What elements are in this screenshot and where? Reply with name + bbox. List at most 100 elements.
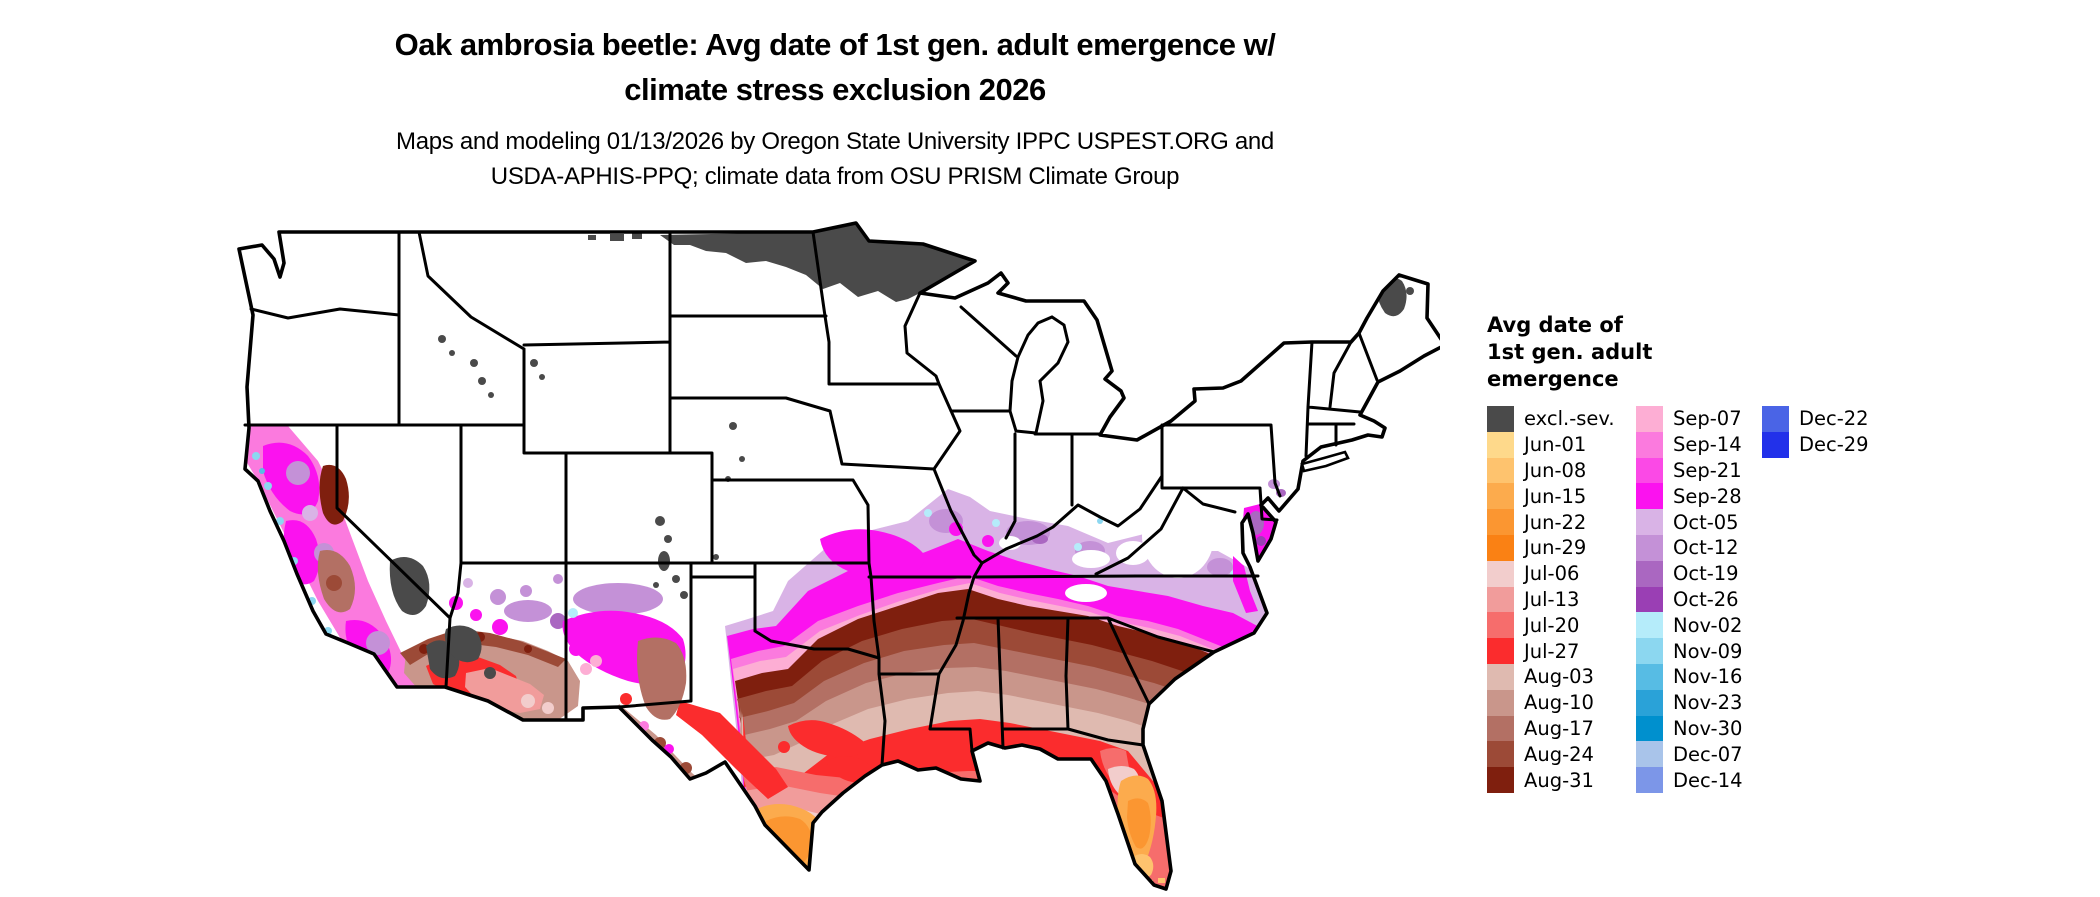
legend-swatch	[1487, 663, 1514, 690]
legend-entry: Dec-07	[1636, 741, 1762, 768]
legend-entry: Jul-20	[1487, 612, 1636, 639]
legend-label: Jun-22	[1524, 510, 1587, 534]
legend-title-line2: 1st gen. adult	[1487, 340, 1653, 364]
legend-entry: Nov-30	[1636, 715, 1762, 742]
legend-entry: Dec-29	[1762, 431, 1869, 458]
legend-entry: Jun-22	[1487, 509, 1636, 535]
legend-label: Sep-07	[1673, 407, 1742, 431]
legend-label: Nov-16	[1673, 665, 1743, 689]
legend-swatch	[1636, 534, 1663, 561]
legend-label: Nov-09	[1673, 639, 1743, 663]
legend-label: Dec-29	[1799, 433, 1869, 457]
us-map-svg	[237, 221, 1447, 891]
legend-column-1: excl.-sev. Jun-01 Jun-08 Jun-15 Jun-22 Jun-29…	[1487, 406, 1636, 793]
map-subtitle: Maps and modeling 01/13/2026 by Oregon S…	[230, 124, 1440, 194]
legend-entry: Oct-12	[1636, 534, 1762, 561]
legend-entry: Sep-07	[1636, 406, 1762, 432]
legend-entry: Aug-10	[1487, 689, 1636, 716]
legend-swatch	[1487, 406, 1514, 432]
long-island	[1300, 450, 1350, 473]
legend-entry: Oct-19	[1636, 560, 1762, 587]
legend-swatch	[1487, 689, 1514, 716]
legend-label: Oct-12	[1673, 536, 1739, 560]
legend-entry: Nov-09	[1636, 638, 1762, 664]
legend-label: Jul-13	[1524, 587, 1580, 611]
legend-entry: Jun-29	[1487, 534, 1636, 561]
legend-label: Jun-08	[1524, 458, 1587, 482]
legend-swatch	[1636, 612, 1663, 639]
legend-label: excl.-sev.	[1524, 407, 1615, 431]
legend-label: Aug-10	[1524, 691, 1594, 715]
legend-label: Jun-29	[1524, 536, 1587, 560]
legend-swatch	[1487, 586, 1514, 613]
legend-entry: Aug-17	[1487, 715, 1636, 742]
legend-swatch	[1636, 689, 1663, 716]
map-subtitle-line1: Maps and modeling 01/13/2026 by Oregon S…	[396, 128, 1274, 155]
legend-label: Oct-26	[1673, 587, 1739, 611]
legend-label: Sep-28	[1673, 484, 1742, 508]
legend-swatch	[1636, 638, 1663, 664]
legend-entry: Jun-08	[1487, 457, 1636, 484]
legend-label: Jul-20	[1524, 613, 1580, 637]
legend-label: Sep-14	[1673, 433, 1742, 457]
legend-entry: Nov-16	[1636, 663, 1762, 690]
state-borders	[243, 230, 1379, 767]
legend-swatch	[1636, 457, 1663, 484]
legend-entry: Aug-31	[1487, 767, 1636, 793]
legend-label: Nov-30	[1673, 716, 1743, 740]
map-title-line1: Oak ambrosia beetle: Avg date of 1st gen…	[394, 27, 1276, 62]
legend-entry: Jul-27	[1487, 638, 1636, 664]
legend-entry: Jun-15	[1487, 483, 1636, 510]
legend-swatch	[1636, 509, 1663, 535]
legend-swatch	[1636, 663, 1663, 690]
legend-swatch	[1487, 612, 1514, 639]
legend-swatch	[1487, 767, 1514, 793]
legend-swatch	[1636, 586, 1663, 613]
legend-swatch	[1762, 431, 1789, 458]
legend-title: Avg date of 1st gen. adult emergence	[1487, 312, 1869, 393]
legend-label: Jun-15	[1524, 484, 1587, 508]
legend-swatch	[1636, 483, 1663, 510]
legend-entry: Oct-26	[1636, 586, 1762, 613]
legend-label: Nov-23	[1673, 691, 1743, 715]
map-legend: Avg date of 1st gen. adult emergence exc…	[1487, 312, 1869, 793]
legend-column-3: Dec-22 Dec-29	[1762, 406, 1869, 793]
legend-swatch	[1636, 406, 1663, 432]
legend-entry: Jul-13	[1487, 586, 1636, 613]
legend-column-2: Sep-07 Sep-14 Sep-21 Sep-28 Oct-05 Oct-12 Oct-…	[1636, 406, 1762, 793]
legend-swatch	[1487, 741, 1514, 768]
legend-entry: Nov-23	[1636, 689, 1762, 716]
legend-entry: Sep-28	[1636, 483, 1762, 510]
legend-title-line1: Avg date of	[1487, 313, 1623, 337]
legend-label: Oct-05	[1673, 510, 1739, 534]
legend-entry: Dec-14	[1636, 767, 1762, 793]
legend-swatch	[1487, 483, 1514, 510]
legend-label: Aug-17	[1524, 716, 1594, 740]
legend-swatch	[1487, 560, 1514, 587]
legend-entry: excl.-sev.	[1487, 406, 1636, 432]
legend-label: Jul-27	[1524, 639, 1580, 663]
legend-entry: Nov-02	[1636, 612, 1762, 639]
map-subtitle-line2: USDA-APHIS-PPQ; climate data from OSU PR…	[490, 163, 1180, 190]
legend-swatch	[1487, 509, 1514, 535]
legend-swatch	[1487, 431, 1514, 458]
legend-label: Sep-21	[1673, 458, 1742, 482]
legend-label: Aug-03	[1524, 665, 1594, 689]
map-title-line2: climate stress exclusion 2026	[624, 72, 1046, 107]
legend-swatch	[1487, 715, 1514, 742]
legend-entry: Aug-03	[1487, 663, 1636, 690]
map-title: Oak ambrosia beetle: Avg date of 1st gen…	[230, 22, 1440, 112]
legend-swatch	[1636, 715, 1663, 742]
legend-label: Aug-31	[1524, 768, 1594, 792]
lake-michigan	[1008, 315, 1070, 435]
us-choropleth-map	[228, 221, 1447, 892]
legend-columns: excl.-sev. Jun-01 Jun-08 Jun-15 Jun-22 Jun-29…	[1487, 406, 1869, 793]
legend-entry: Aug-24	[1487, 741, 1636, 768]
legend-swatch	[1487, 534, 1514, 561]
legend-label: Jul-06	[1524, 562, 1580, 586]
legend-label: Dec-22	[1799, 407, 1869, 431]
legend-swatch	[1487, 457, 1514, 484]
legend-swatch	[1636, 767, 1663, 793]
legend-entry: Jun-01	[1487, 431, 1636, 458]
